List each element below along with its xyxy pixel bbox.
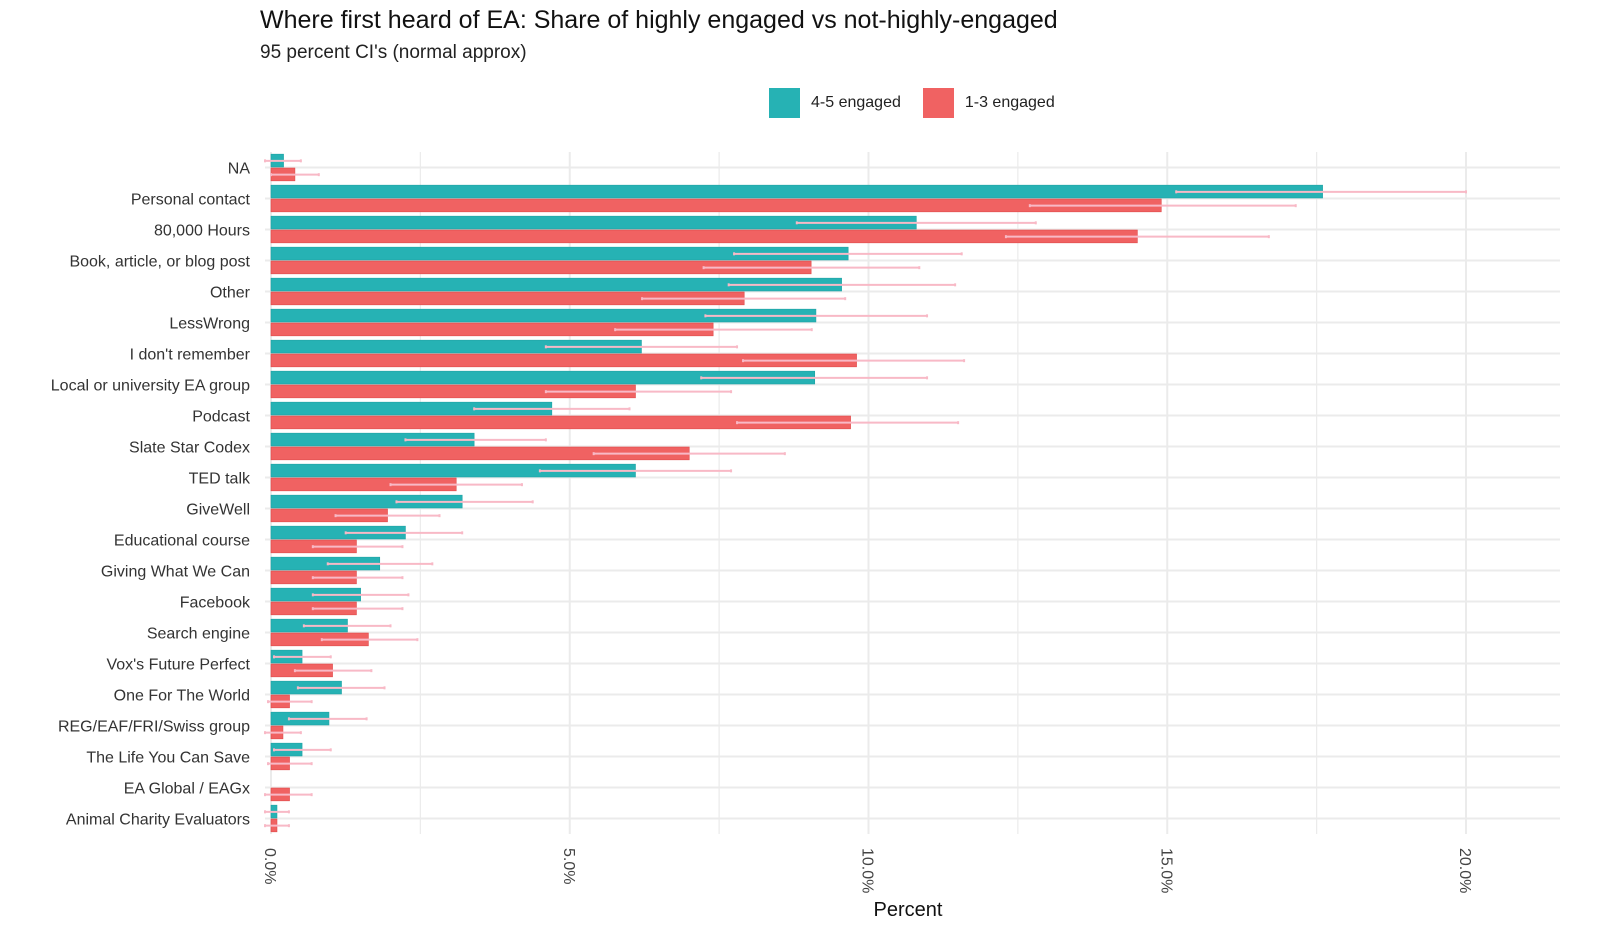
x-tick-label: 15.0%: [1157, 848, 1174, 893]
category-label: NA: [228, 161, 251, 178]
category-label: 80,000 Hours: [154, 223, 250, 240]
category-label: REG/EAF/FRI/Swiss group: [58, 719, 250, 736]
category-label: Giving What We Can: [101, 564, 250, 581]
category-label: Slate Star Codex: [129, 440, 250, 457]
category-label: Other: [210, 285, 251, 302]
x-axis-labels: 0.0% 5.0% 10.0% 15.0% 20.0%: [261, 848, 1473, 893]
x-tick-label: 10.0%: [859, 848, 876, 893]
category-label: Local or university EA group: [51, 378, 250, 395]
category-label: EA Global / EAGx: [124, 781, 250, 798]
x-tick-label: 0.0%: [261, 848, 278, 884]
category-label: TED talk: [189, 471, 251, 488]
x-tick-label: 20.0%: [1456, 848, 1473, 893]
legend-label-1-3-engaged: 1-3 engaged: [964, 94, 1055, 111]
error-bars: [264, 159, 1467, 828]
chart-subtitle: 95 percent CI's (normal approx): [260, 42, 527, 63]
category-label: Educational course: [114, 533, 250, 550]
y-axis-labels: NA Personal contact 80,000 Hours Book, arti…: [51, 161, 251, 829]
legend-swatch-4-5-engaged: [769, 88, 800, 118]
x-axis-title: Percent: [874, 899, 943, 921]
gridlines: [265, 152, 1560, 834]
chart-title: Where first heard of EA: Share of highly…: [260, 6, 1058, 34]
legend-item-1-3-engaged: 1-3 engaged: [922, 88, 1055, 118]
bar-1-3-engaged: [270, 198, 1162, 213]
category-label: GiveWell: [186, 502, 250, 519]
category-label: LessWrong: [169, 316, 250, 333]
category-label: I don't remember: [130, 347, 251, 364]
category-label: Facebook: [180, 595, 251, 612]
legend-label-4-5-engaged: 4-5 engaged: [811, 94, 901, 111]
category-label: Personal contact: [131, 192, 251, 209]
category-label: Animal Charity Evaluators: [66, 812, 250, 829]
category-label: Book, article, or blog post: [69, 254, 250, 271]
bar-4-5-engaged: [270, 184, 1323, 199]
x-tick-label: 5.0%: [560, 848, 577, 884]
category-label: Podcast: [192, 409, 250, 426]
category-label: Search engine: [147, 626, 250, 643]
legend-item-4-5-engaged: 4-5 engaged: [769, 88, 901, 118]
legend: 4-5 engaged 1-3 engaged: [769, 88, 1077, 118]
bars: [270, 153, 1323, 833]
legend-swatch-1-3-engaged: [922, 88, 954, 118]
category-label: One For The World: [114, 688, 250, 705]
category-label: Vox's Future Perfect: [106, 657, 250, 674]
category-label: The Life You Can Save: [86, 750, 250, 767]
